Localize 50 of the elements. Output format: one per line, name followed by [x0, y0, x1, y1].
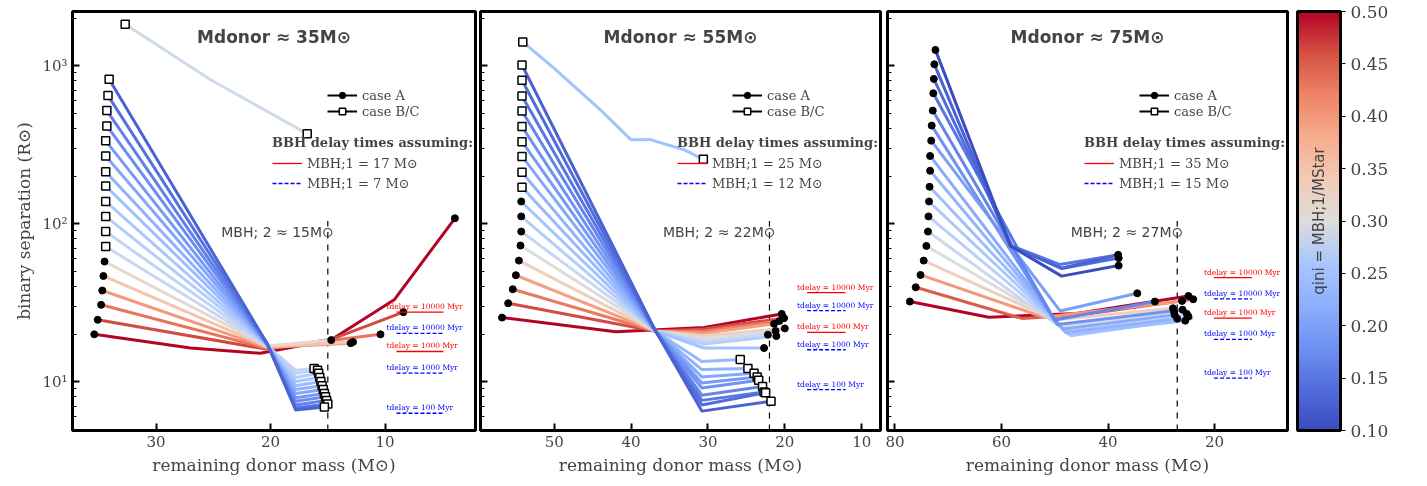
text: Mdonor ≈ 35M⊙	[197, 26, 351, 47]
color-bar-label: 0.30	[1350, 211, 1389, 231]
y-tick-label: 10¹	[42, 372, 68, 391]
legend-label: case A	[1174, 87, 1217, 103]
x-tick-label: 40	[1098, 432, 1118, 451]
legend-label: MBH;1 = 35 M⊙	[1119, 155, 1230, 171]
legend-label: case B/C	[362, 103, 420, 119]
color-bar-title: qini = MBH;1/MStar	[1310, 146, 1328, 295]
color-bar-label: 0.50	[1350, 1, 1389, 22]
legend-label: case A	[767, 87, 810, 103]
x-tick-label: 20	[261, 432, 281, 451]
x-tick-label: 50	[544, 432, 564, 451]
legend-label: case B/C	[1174, 103, 1232, 119]
x-axis-title: remaining donor mass (M⊙)	[558, 454, 803, 475]
color-bar-label: 0.15	[1350, 368, 1389, 389]
x-tick-label: 40	[621, 432, 641, 451]
color-bar-label: 0.35	[1350, 158, 1389, 179]
legend-label: MBH;1 = 12 M⊙	[712, 175, 823, 191]
x-tick-label: 10	[375, 432, 395, 451]
text: Mdonor ≈ 75M⊙	[1010, 26, 1165, 47]
y-tick-label: 10²	[42, 214, 68, 233]
legend-label: case B/C	[767, 103, 825, 119]
legend-title: BBH delay times assuming:	[677, 135, 878, 150]
ref-line-label: MBH; 2 ≈ 27M⊙	[1070, 223, 1184, 240]
x-tick-label: 20	[1204, 432, 1225, 451]
legend-title: BBH delay times assuming:	[272, 135, 473, 150]
x-tick-label: 20	[775, 432, 795, 451]
x-axis-title: remaining donor mass (M⊙)	[152, 454, 396, 475]
ref-line-label: MBH; 2 ≈ 15M⊙	[221, 223, 334, 240]
color-bar-label: 0.20	[1350, 315, 1389, 336]
text: Mdonor ≈ 55M⊙	[603, 26, 758, 47]
color-bar-label: 0.40	[1350, 106, 1389, 127]
legend-label: MBH;1 = 15 M⊙	[1119, 175, 1230, 191]
x-tick-label: 30	[698, 432, 718, 451]
ref-line-label: MBH; 2 ≈ 22M⊙	[662, 223, 776, 240]
legend-title: BBH delay times assuming:	[1084, 135, 1285, 150]
legend-label: case A	[362, 87, 405, 103]
color-bar-label: 0.10	[1350, 420, 1389, 441]
x-tick-label: 80	[885, 432, 905, 451]
y-tick-label: 10³	[42, 56, 68, 75]
legend-label: MBH;1 = 25 M⊙	[712, 155, 823, 171]
x-tick-label: 10	[852, 432, 872, 451]
legend-label: MBH;1 = 7 M⊙	[307, 175, 410, 191]
y-axis-title: binary separation (R⊙)	[14, 122, 35, 320]
x-axis-title: remaining donor mass (M⊙)	[965, 454, 1210, 475]
color-bar-label: 0.45	[1350, 53, 1389, 74]
color-bar-label: 0.25	[1350, 263, 1389, 284]
x-tick-label: 30	[146, 432, 166, 451]
legend-label: MBH;1 = 17 M⊙	[307, 155, 418, 171]
x-tick-label: 60	[991, 432, 1012, 451]
